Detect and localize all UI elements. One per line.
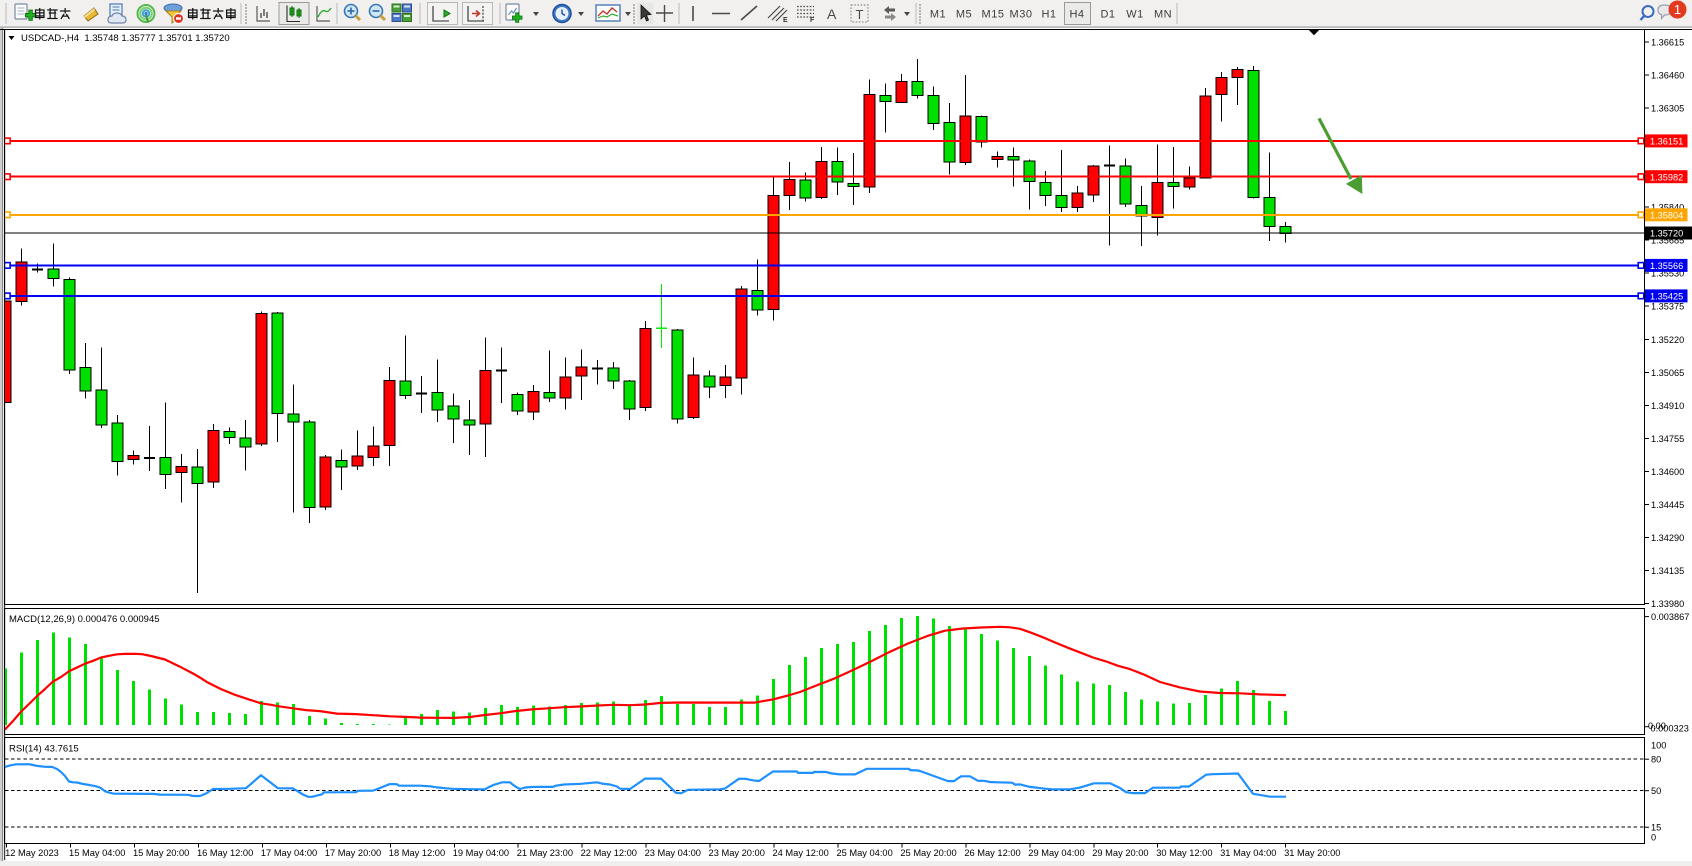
svg-text:F: F (810, 17, 815, 24)
svg-text:80: 80 (1651, 755, 1661, 765)
svg-text:1.36460: 1.36460 (1651, 70, 1684, 80)
svg-text:RSI(14) 43.7615: RSI(14) 43.7615 (9, 744, 79, 755)
svg-text:12 May 2023: 12 May 2023 (5, 848, 59, 858)
svg-text:M5: M5 (956, 9, 972, 21)
svg-text:17 May 20:00: 17 May 20:00 (325, 848, 381, 858)
svg-text:0.00: 0.00 (1648, 721, 1666, 731)
svg-text:31 May 20:00: 31 May 20:00 (1284, 848, 1340, 858)
svg-text:1.35530: 1.35530 (1651, 269, 1684, 279)
svg-text:M1: M1 (930, 9, 946, 21)
svg-text:D1: D1 (1100, 9, 1115, 21)
svg-text:100: 100 (1651, 740, 1666, 750)
svg-text:1.35685: 1.35685 (1651, 236, 1684, 246)
svg-text:1.35065: 1.35065 (1651, 368, 1684, 378)
svg-text:26 May 12:00: 26 May 12:00 (964, 848, 1020, 858)
svg-text:1.34135: 1.34135 (1651, 566, 1684, 576)
svg-text:1.35375: 1.35375 (1651, 302, 1684, 312)
svg-text:0: 0 (1651, 832, 1656, 842)
svg-text:W1: W1 (1126, 9, 1144, 21)
svg-text:H1: H1 (1041, 9, 1056, 21)
svg-text:E: E (783, 17, 788, 24)
svg-text:1.34290: 1.34290 (1651, 533, 1684, 543)
svg-text:30 May 12:00: 30 May 12:00 (1156, 848, 1212, 858)
svg-text:21 May 23:00: 21 May 23:00 (517, 848, 573, 858)
svg-text:15 May 04:00: 15 May 04:00 (69, 848, 125, 858)
svg-text:0.000323: 0.000323 (1651, 723, 1689, 733)
svg-text:29 May 04:00: 29 May 04:00 (1028, 848, 1084, 858)
svg-text:1.34910: 1.34910 (1651, 401, 1684, 411)
svg-text:MN: MN (1154, 9, 1172, 21)
svg-text:M15: M15 (982, 9, 1005, 21)
svg-text:22 May 12:00: 22 May 12:00 (581, 848, 637, 858)
svg-text:M30: M30 (1010, 9, 1033, 21)
svg-text:1.35425: 1.35425 (1650, 292, 1683, 302)
svg-text:19 May 04:00: 19 May 04:00 (453, 848, 509, 858)
svg-text:1.35982: 1.35982 (1650, 172, 1683, 182)
svg-text:1.36615: 1.36615 (1651, 37, 1684, 47)
svg-text:23 May 04:00: 23 May 04:00 (645, 848, 701, 858)
svg-text:15 May 20:00: 15 May 20:00 (133, 848, 189, 858)
svg-text:15: 15 (1651, 823, 1661, 833)
svg-text:1.34445: 1.34445 (1651, 500, 1684, 510)
svg-text:18 May 12:00: 18 May 12:00 (389, 848, 445, 858)
svg-text:16 May 12:00: 16 May 12:00 (197, 848, 253, 858)
svg-text:25 May 04:00: 25 May 04:00 (836, 848, 892, 858)
svg-text:1.33980: 1.33980 (1651, 599, 1684, 609)
svg-text:24 May 12:00: 24 May 12:00 (773, 848, 829, 858)
svg-text:1: 1 (1674, 2, 1681, 17)
svg-text:1.36305: 1.36305 (1651, 103, 1684, 113)
svg-text:1.36151: 1.36151 (1650, 137, 1683, 147)
svg-text:1.35220: 1.35220 (1651, 335, 1684, 345)
svg-text:1.35566: 1.35566 (1650, 261, 1683, 271)
svg-text:T: T (856, 7, 864, 22)
svg-text:1.34600: 1.34600 (1651, 467, 1684, 477)
svg-text:1.35720: 1.35720 (1650, 229, 1683, 239)
svg-text:1.35804: 1.35804 (1650, 211, 1683, 221)
svg-text:23 May 20:00: 23 May 20:00 (709, 848, 765, 858)
svg-text:0.003867: 0.003867 (1651, 612, 1689, 622)
svg-text:A: A (827, 6, 837, 22)
svg-text:29 May 20:00: 29 May 20:00 (1092, 848, 1148, 858)
svg-text:50: 50 (1651, 786, 1661, 796)
svg-text:31 May 04:00: 31 May 04:00 (1220, 848, 1276, 858)
svg-text:25 May 20:00: 25 May 20:00 (900, 848, 956, 858)
svg-text:H4: H4 (1069, 9, 1084, 21)
svg-text:17 May 04:00: 17 May 04:00 (261, 848, 317, 858)
svg-text:1.34755: 1.34755 (1651, 434, 1684, 444)
svg-text:MACD(12,26,9) 0.000476 0.00094: MACD(12,26,9) 0.000476 0.000945 (9, 614, 160, 625)
svg-text:1.35840: 1.35840 (1651, 203, 1684, 213)
svg-text:USDCAD-,H4 1.35748 1.35777 1.: USDCAD-,H4 1.35748 1.35777 1.35701 1.357… (21, 33, 230, 44)
